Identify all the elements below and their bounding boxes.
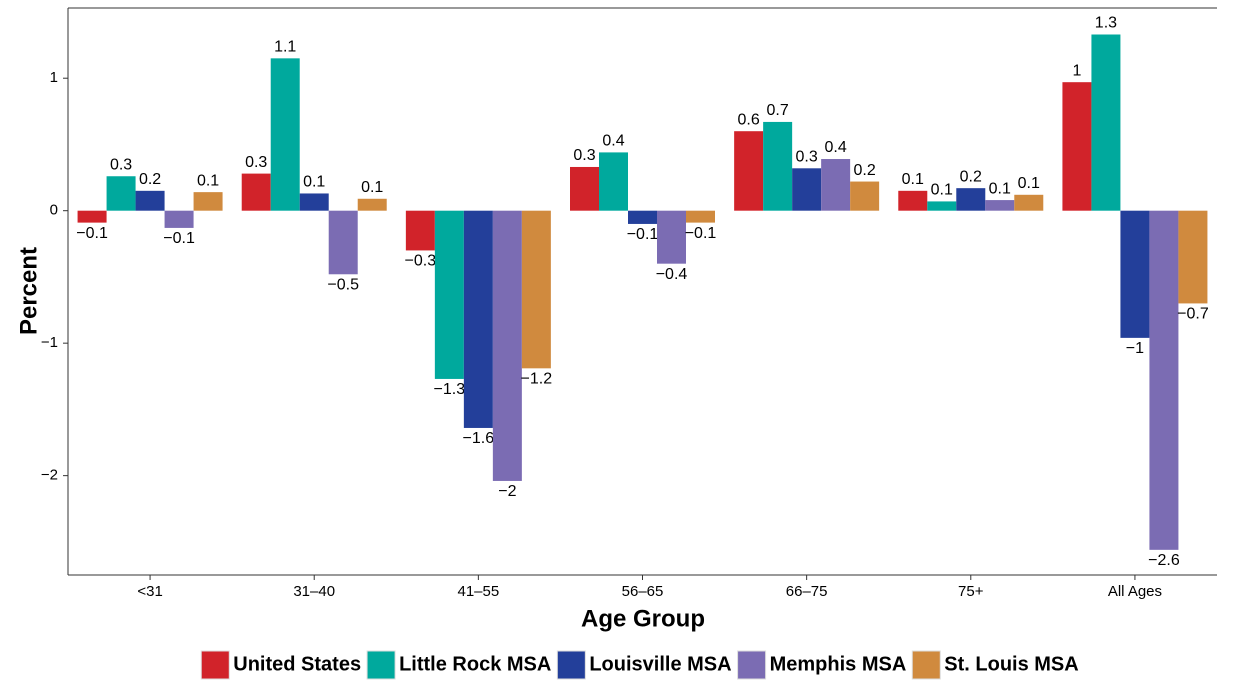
y-tick-label: −2 xyxy=(41,467,58,484)
bar xyxy=(434,210,464,379)
bar xyxy=(821,159,851,211)
data-label: 0.4 xyxy=(602,133,624,150)
data-label: 0.6 xyxy=(738,111,760,128)
x-tick-label: 56–65 xyxy=(622,583,664,600)
data-label: 0.3 xyxy=(110,156,132,173)
legend-swatch xyxy=(556,650,586,680)
legend-label: Memphis MSA xyxy=(770,653,907,675)
data-label: −0.3 xyxy=(405,253,437,270)
data-label: 0.1 xyxy=(361,179,383,196)
data-label: 0.4 xyxy=(825,139,847,156)
data-label: 0.1 xyxy=(303,174,325,191)
data-label: −0.7 xyxy=(1177,306,1209,323)
legend-swatch xyxy=(911,650,941,680)
bar xyxy=(792,168,822,211)
x-tick-label: <31 xyxy=(137,583,162,600)
bar xyxy=(1120,210,1150,338)
data-label: 0.7 xyxy=(767,102,789,119)
x-tick-label: 31–40 xyxy=(293,583,335,600)
legend-label: St. Louis MSA xyxy=(944,653,1078,675)
bar xyxy=(1149,210,1179,550)
data-label: 1.3 xyxy=(1095,15,1117,32)
data-label: 0.2 xyxy=(960,168,982,185)
data-label: 0.1 xyxy=(902,171,924,188)
bar xyxy=(763,121,793,211)
bar xyxy=(956,188,986,211)
bar xyxy=(1178,210,1208,304)
x-tick-label: All Ages xyxy=(1108,583,1162,600)
bar xyxy=(599,152,628,211)
bar xyxy=(357,198,387,211)
bar xyxy=(985,200,1015,211)
bar xyxy=(927,201,957,211)
bar xyxy=(492,210,522,481)
data-label: −0.1 xyxy=(163,230,195,247)
legend-swatch xyxy=(200,650,230,680)
bar xyxy=(686,210,715,223)
legend-label: Little Rock MSA xyxy=(399,653,551,675)
bar xyxy=(1062,82,1092,211)
data-label: 0.1 xyxy=(1018,175,1040,192)
data-label: 0.1 xyxy=(989,180,1011,197)
x-tick-label: 66–75 xyxy=(786,583,828,600)
data-label: 0.3 xyxy=(245,154,267,171)
data-label: 0.1 xyxy=(197,172,219,189)
bar xyxy=(521,210,551,369)
legend-label: Louisville MSA xyxy=(589,653,731,675)
data-label: 0.3 xyxy=(796,149,818,166)
bar xyxy=(106,176,136,211)
data-label: −0.4 xyxy=(656,266,688,283)
data-label: −0.1 xyxy=(76,225,108,242)
data-label: −1.3 xyxy=(434,381,466,398)
data-label: −0.1 xyxy=(627,226,659,243)
data-label: 0.1 xyxy=(931,182,953,199)
bar xyxy=(1014,194,1044,211)
bar xyxy=(1091,34,1121,211)
bar xyxy=(193,192,223,211)
data-label: −1.2 xyxy=(521,371,553,388)
bar xyxy=(77,210,107,223)
bar xyxy=(299,193,329,211)
data-label: 1.1 xyxy=(274,39,296,56)
data-label: −0.5 xyxy=(327,276,359,293)
x-tick-label: 41–55 xyxy=(457,583,499,600)
y-axis-label: Percent xyxy=(15,247,42,335)
data-label: 0.3 xyxy=(573,147,595,164)
legend-label: United States xyxy=(233,653,361,675)
data-label: −2 xyxy=(498,483,516,500)
data-label: 0.2 xyxy=(139,171,161,188)
bar xyxy=(734,131,764,211)
data-label: −0.1 xyxy=(685,225,717,242)
data-label: −2.6 xyxy=(1148,552,1180,569)
legend-swatch xyxy=(737,650,767,680)
bar xyxy=(463,210,493,428)
bar xyxy=(164,210,194,228)
bar xyxy=(628,210,657,224)
x-tick-label: 75+ xyxy=(958,583,984,600)
y-tick-label: 0 xyxy=(50,202,58,219)
y-tick-label: −1 xyxy=(41,334,58,351)
data-label: −1.6 xyxy=(463,430,495,447)
bar xyxy=(241,173,271,211)
y-tick-label: 1 xyxy=(50,69,58,86)
bar xyxy=(570,166,599,211)
legend-swatch xyxy=(366,650,396,680)
bar xyxy=(405,210,435,251)
data-label: 1 xyxy=(1072,62,1081,79)
bar xyxy=(270,58,300,211)
bar xyxy=(898,190,928,211)
data-label: 0.2 xyxy=(854,162,876,179)
data-label: −1 xyxy=(1126,340,1144,357)
x-axis-label: Age Group xyxy=(581,605,705,632)
bar xyxy=(850,181,880,211)
bar xyxy=(135,190,165,211)
bar xyxy=(657,210,686,264)
bar xyxy=(328,210,358,275)
